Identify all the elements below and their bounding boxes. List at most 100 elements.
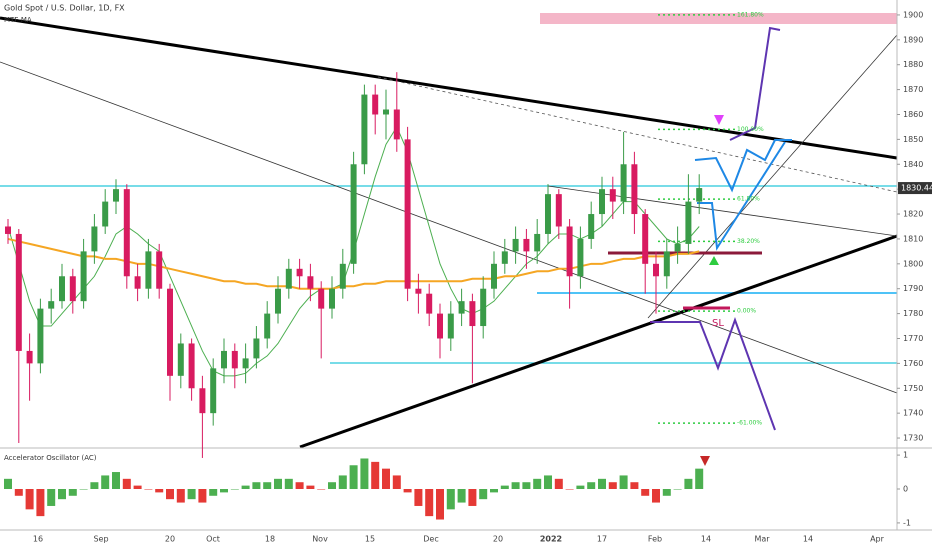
projection-arrow xyxy=(694,139,792,193)
candle-body xyxy=(437,313,443,339)
osc-bar xyxy=(511,482,520,489)
target-zone xyxy=(540,13,897,24)
candle-body xyxy=(177,343,184,376)
osc-bar xyxy=(263,482,272,489)
candle-body xyxy=(329,288,335,309)
y-tick-label: 1820 xyxy=(903,210,923,219)
candle-body xyxy=(696,188,703,202)
candle-body xyxy=(113,189,119,202)
osc-bar xyxy=(652,489,660,503)
osc-bar xyxy=(457,489,466,503)
osc-bar xyxy=(500,485,509,489)
osc-bar xyxy=(198,489,207,503)
candle-body xyxy=(566,226,573,277)
osc-bar xyxy=(68,489,77,496)
candle-body xyxy=(555,194,562,227)
candle-body xyxy=(415,288,422,294)
osc-bar xyxy=(101,475,110,489)
candle-body xyxy=(426,293,433,314)
fib-label: 0.00% xyxy=(737,308,756,315)
candle-body xyxy=(15,233,22,351)
osc-bar xyxy=(144,489,153,490)
candle-body xyxy=(221,350,227,369)
candle-body xyxy=(26,350,33,364)
fib-label: 61.80% xyxy=(737,196,760,203)
osc-bar xyxy=(317,489,326,490)
candle-body xyxy=(523,238,530,252)
x-tick-label: 16 xyxy=(33,535,43,544)
candle-body xyxy=(253,338,260,359)
osc-tick-label: 0 xyxy=(903,485,908,494)
candle-body xyxy=(642,214,649,264)
osc-bar xyxy=(382,468,390,489)
x-tick-label: 14 xyxy=(701,535,711,544)
osc-tick-label: 1 xyxy=(903,451,908,460)
osc-bar xyxy=(598,478,606,489)
osc-bar xyxy=(295,482,304,489)
osc-bar xyxy=(274,478,282,489)
candle-body xyxy=(469,301,476,327)
candle-body xyxy=(620,164,627,202)
fib-label: 38.20% xyxy=(737,238,760,245)
candle-body xyxy=(534,233,541,252)
osc-bar xyxy=(608,482,617,489)
candle-body xyxy=(318,288,325,309)
y-tick-label: 1850 xyxy=(903,135,923,144)
candle-body xyxy=(663,251,670,277)
x-tick-label: Apr xyxy=(870,535,885,544)
osc-bar xyxy=(14,489,23,496)
osc-bar xyxy=(187,489,196,500)
y-tick-label: 1800 xyxy=(903,259,923,268)
osc-bar xyxy=(522,482,531,489)
osc-bar xyxy=(544,475,552,489)
candle-body xyxy=(393,109,400,140)
candle-body xyxy=(447,313,454,339)
y-tick-label: 1840 xyxy=(903,160,923,169)
stop-label: SL xyxy=(712,318,724,329)
projection-arrow xyxy=(697,141,786,251)
trend-line xyxy=(0,61,898,394)
osc-bar xyxy=(241,485,250,489)
osc-bar xyxy=(284,478,293,489)
y-tick-label: 1780 xyxy=(903,309,923,318)
osc-bar xyxy=(468,489,477,506)
osc-bar xyxy=(392,475,401,489)
y-tick-label: 1890 xyxy=(903,35,923,44)
candle-body xyxy=(231,350,238,369)
candle-body xyxy=(145,251,152,289)
osc-bar xyxy=(328,482,336,489)
x-tick-label: Nov xyxy=(312,535,328,544)
candle-body xyxy=(609,189,616,202)
y-tick-label: 1730 xyxy=(903,434,923,443)
x-tick-label: Sep xyxy=(93,535,108,544)
osc-bar xyxy=(641,489,650,496)
candle-body xyxy=(653,263,659,277)
x-tick-label: 15 xyxy=(365,535,375,544)
candle-body xyxy=(372,94,379,115)
osc-bar xyxy=(209,489,218,496)
oscillator-title: Accelerator Oscillator (AC) xyxy=(4,454,97,462)
osc-bar xyxy=(133,485,142,489)
candle-body xyxy=(156,251,163,289)
osc-bar xyxy=(112,472,120,489)
fib-label: 100.00% xyxy=(737,126,764,133)
indicator-label: MTF-MA xyxy=(4,16,32,24)
osc-bar xyxy=(619,475,628,489)
candle-body xyxy=(361,94,368,165)
candle-body xyxy=(307,276,314,289)
osc-bar xyxy=(155,489,164,493)
candle-body xyxy=(275,288,281,314)
osc-bar xyxy=(587,482,596,489)
y-tick-label: 1750 xyxy=(903,384,923,393)
trend-line xyxy=(377,76,898,193)
candle-body xyxy=(480,288,487,327)
y-tick-label: 1900 xyxy=(903,10,923,19)
osc-bar xyxy=(220,489,228,493)
osc-tick-label: -1 xyxy=(903,518,911,527)
candle-body xyxy=(242,358,249,369)
osc-bar xyxy=(446,489,455,510)
candle-body xyxy=(501,251,508,264)
osc-bar xyxy=(166,489,174,500)
